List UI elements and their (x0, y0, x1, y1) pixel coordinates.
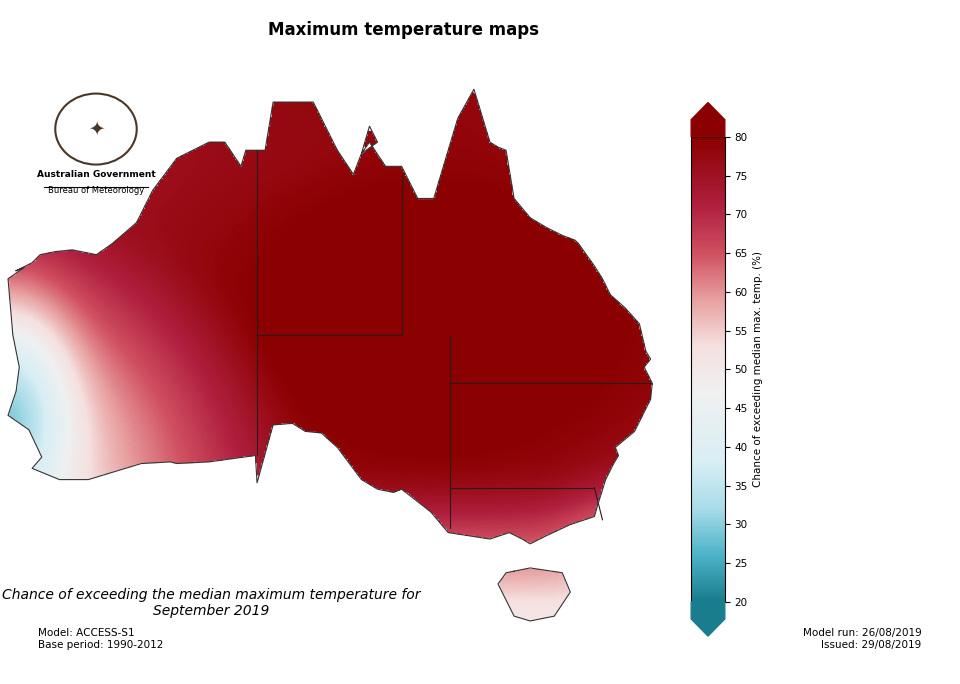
Text: Bureau of Meteorology: Bureau of Meteorology (48, 187, 144, 196)
Text: Model run: 26/08/2019
Issued: 29/08/2019: Model run: 26/08/2019 Issued: 29/08/2019 (803, 628, 922, 650)
Text: Model: ACCESS-S1
Base period: 1990-2012: Model: ACCESS-S1 Base period: 1990-2012 (38, 628, 164, 650)
Text: ✦: ✦ (87, 120, 105, 139)
Text: Australian Government: Australian Government (36, 170, 156, 179)
Y-axis label: Chance of exceeding median max. temp. (%): Chance of exceeding median max. temp. (%… (754, 251, 763, 488)
Text: Chance of exceeding the median maximum temperature for
September 2019: Chance of exceeding the median maximum t… (2, 588, 420, 618)
Text: Maximum temperature maps: Maximum temperature maps (268, 21, 539, 38)
